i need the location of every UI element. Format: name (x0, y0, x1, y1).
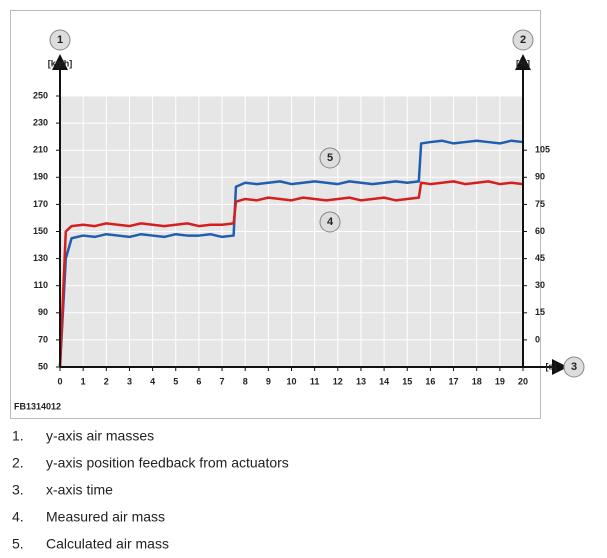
note-text: x-axis time (46, 482, 113, 498)
callout-label: 1 (57, 34, 63, 46)
data-line (58, 180, 524, 368)
callout: 1 (49, 29, 71, 51)
y-tick-label: 210 (33, 145, 48, 155)
callout-label: 2 (520, 34, 526, 46)
x-tick-label: 7 (220, 376, 225, 386)
y-tick-label: 50 (38, 361, 48, 371)
x-tick-label: 6 (196, 376, 201, 386)
note-number: 2. (12, 455, 24, 471)
callout: 5 (319, 147, 341, 169)
x-tick-label: 2 (104, 376, 109, 386)
callout-label: 5 (327, 152, 333, 164)
callout-label: 4 (327, 216, 334, 228)
x-tick-label: 10 (286, 376, 296, 386)
x-tick-label: 15 (402, 376, 412, 386)
y-tick-label: 250 (33, 90, 48, 100)
y2-tick-label: 60 (535, 226, 545, 236)
note-text: Calculated air mass (46, 536, 169, 552)
y2-tick-label: 0 (535, 334, 540, 344)
figure-code: FB1314012 (14, 401, 61, 411)
x-tick-label: 5 (173, 376, 178, 386)
x-tick-label: 1 (81, 376, 86, 386)
note-number: 5. (12, 536, 24, 552)
y-tick-label: 150 (33, 226, 48, 236)
y-tick-label: 170 (33, 199, 48, 209)
note-number: 4. (12, 509, 24, 525)
note-text: Measured air mass (46, 509, 165, 525)
x-tick-label: 0 (57, 376, 62, 386)
x-tick-label: 11 (310, 376, 320, 386)
y2-tick-label: 105 (535, 145, 550, 155)
x-tick-label: 14 (379, 376, 389, 386)
y2-tick-label: 30 (535, 280, 545, 290)
x-tick-label: 8 (243, 376, 248, 386)
x-tick-label: 20 (518, 376, 528, 386)
y2-tick-label: 90 (535, 172, 545, 182)
y-tick-label: 230 (33, 117, 48, 127)
callout: 3 (563, 356, 585, 378)
y2-tick-label: 15 (535, 307, 545, 317)
x-tick-label: 16 (425, 376, 435, 386)
x-tick-label: 4 (150, 376, 155, 386)
x-tick-label: 18 (472, 376, 482, 386)
note-number: 3. (12, 482, 24, 498)
x-tick-label: 9 (266, 376, 271, 386)
note-text: y-axis position feedback from actuators (46, 455, 289, 471)
data-line (58, 139, 524, 368)
x-tick-label: 17 (449, 376, 459, 386)
y-unit: [kg/h] (48, 58, 73, 68)
x-tick-label: 13 (356, 376, 366, 386)
x-tick-label: 3 (127, 376, 132, 386)
y-tick-label: 110 (33, 280, 48, 290)
y-tick-label: 190 (33, 172, 48, 182)
x-unit: [s] (546, 361, 557, 371)
y-tick-label: 90 (38, 307, 48, 317)
y-tick-label: 130 (33, 253, 48, 263)
x-tick-label: 19 (495, 376, 505, 386)
x-tick-label: 12 (333, 376, 343, 386)
y-tick-label: 70 (38, 334, 48, 344)
callout: 4 (319, 211, 341, 233)
y2-tick-label: 45 (535, 253, 545, 263)
y2-unit: [%] (516, 58, 530, 68)
callout-label: 3 (571, 361, 577, 373)
note-number: 1. (12, 428, 24, 444)
y2-tick-label: 75 (535, 199, 545, 209)
callout: 2 (512, 29, 534, 51)
note-text: y-axis air masses (46, 428, 154, 444)
